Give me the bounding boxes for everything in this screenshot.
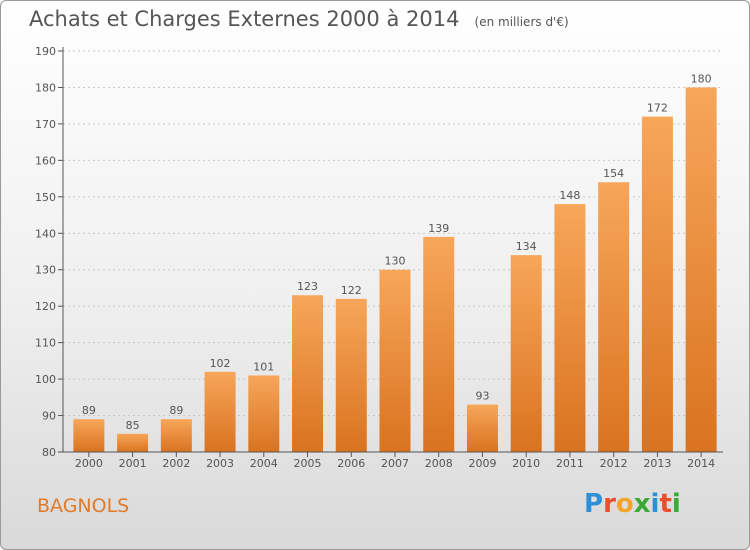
logo-letter: x [633, 489, 651, 519]
y-tick-label: 180 [35, 81, 56, 94]
y-tick-label: 110 [35, 337, 56, 350]
bar[interactable] [379, 269, 411, 452]
x-tick-label: 2004 [250, 457, 278, 470]
bar[interactable] [554, 204, 586, 452]
x-tick-label: 2006 [337, 457, 365, 470]
x-tick-label: 2010 [512, 457, 540, 470]
labels-layer: 80 90 100 110 120 130 140 150 160 170 180 190 89 2000… [35, 45, 715, 470]
bar-value-label: 130 [385, 255, 406, 268]
logo-letter: o [615, 489, 634, 519]
bar-value-label: 93 [475, 390, 489, 403]
bar[interactable] [466, 404, 498, 452]
y-tick-label: 190 [35, 45, 56, 58]
bar[interactable] [73, 419, 105, 452]
logo-letter: i [671, 489, 681, 519]
x-tick-label: 2000 [75, 457, 103, 470]
logo-letter: t [659, 489, 672, 519]
logo-letter: r [603, 489, 616, 519]
bar[interactable] [204, 371, 236, 452]
bar-value-label: 101 [253, 360, 274, 373]
y-tick-label: 90 [42, 410, 56, 423]
bar[interactable] [160, 419, 192, 452]
bars-layer [73, 87, 717, 453]
x-tick-label: 2009 [468, 457, 496, 470]
x-tick-label: 2013 [643, 457, 671, 470]
bar[interactable] [292, 295, 324, 452]
chart-title: Achats et Charges Externes 2000 à 2014 [29, 7, 460, 31]
bar[interactable] [598, 182, 630, 452]
y-tick-label: 170 [35, 118, 56, 131]
bar[interactable] [685, 87, 717, 453]
bar[interactable] [423, 236, 455, 452]
x-tick-label: 2001 [119, 457, 147, 470]
bar[interactable] [510, 255, 542, 452]
axis-layer [58, 47, 723, 457]
y-tick-label: 80 [42, 446, 56, 459]
y-tick-label: 140 [35, 227, 56, 240]
x-tick-label: 2003 [206, 457, 234, 470]
title-row: Achats et Charges Externes 2000 à 2014 (… [29, 7, 569, 31]
x-tick-label: 2002 [162, 457, 190, 470]
y-tick-label: 120 [35, 300, 56, 313]
bar-value-label: 154 [603, 167, 624, 180]
y-tick-label: 150 [35, 191, 56, 204]
x-tick-label: 2007 [381, 457, 409, 470]
bar[interactable] [641, 116, 673, 453]
bar[interactable] [335, 298, 367, 452]
bar-value-label: 134 [516, 240, 537, 253]
proxiti-logo[interactable]: Proxiti [584, 489, 681, 519]
x-tick-label: 2008 [425, 457, 453, 470]
bar-value-label: 139 [428, 222, 449, 235]
bar-value-label: 172 [647, 102, 668, 115]
bar[interactable] [117, 433, 149, 452]
y-tick-label: 130 [35, 264, 56, 277]
x-tick-label: 2005 [294, 457, 322, 470]
y-tick-label: 100 [35, 373, 56, 386]
bar-value-label: 180 [691, 72, 712, 85]
x-tick-label: 2012 [600, 457, 628, 470]
bar-value-label: 148 [559, 189, 580, 202]
y-tick-label: 160 [35, 154, 56, 167]
bar-value-label: 102 [210, 357, 231, 370]
logo-letter: P [584, 489, 604, 519]
bar-value-label: 123 [297, 280, 318, 293]
chart-subtitle: (en milliers d'€) [474, 15, 569, 29]
x-tick-label: 2011 [556, 457, 584, 470]
bar-value-label: 122 [341, 284, 362, 297]
bar-value-label: 85 [126, 419, 140, 432]
commune-name: BAGNOLS [37, 495, 130, 517]
bar[interactable] [248, 375, 280, 452]
bar-value-label: 89 [169, 404, 183, 417]
x-tick-label: 2014 [687, 457, 715, 470]
logo-letter: i [650, 489, 660, 519]
bar-value-label: 89 [82, 404, 96, 417]
